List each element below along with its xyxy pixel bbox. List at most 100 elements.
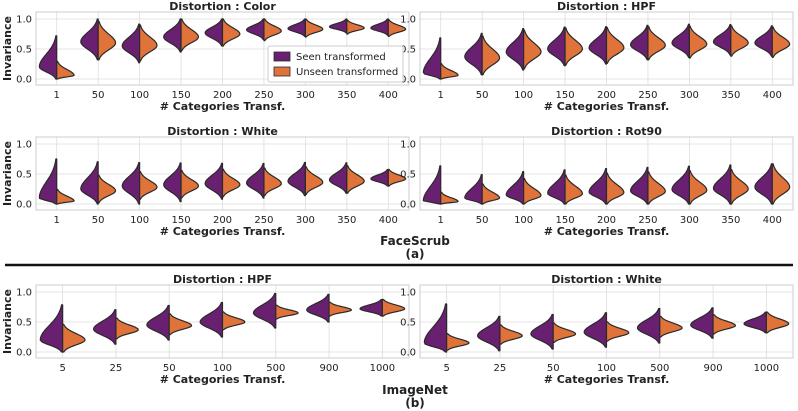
y-tick-label: 1.0: [400, 288, 416, 299]
plot-frame: [35, 11, 410, 86]
violin-seen-100: [505, 28, 525, 71]
violin-seen-250: [245, 18, 265, 40]
violin-unseen-1: [440, 191, 459, 205]
violin-seen-350: [712, 24, 732, 56]
x-tick-label: 1: [54, 90, 60, 101]
violin-unseen-400: [771, 26, 791, 58]
panel-5: 0.0 0.5 1.0 5 25 50 100 500 900 1000 Distortion : …: [1, 273, 410, 386]
x-tick-label: 300: [296, 215, 315, 226]
violin-unseen-1: [440, 63, 459, 80]
violin-unseen-300: [304, 18, 324, 38]
x-tick-label: 400: [763, 90, 782, 101]
x-tick-label: 100: [130, 90, 149, 101]
x-axis-label: # Categories Transf.: [160, 373, 286, 386]
x-tick-label: 50: [476, 215, 489, 226]
violin-unseen-50: [481, 35, 501, 76]
x-tick-label: 400: [379, 90, 398, 101]
x-tick-label: 200: [597, 90, 616, 101]
chart-title: Distortion : White: [167, 125, 278, 138]
x-tick-label: 50: [92, 215, 105, 226]
chart-title: Distortion : Rot90: [551, 125, 662, 138]
x-tick-label: 150: [172, 215, 191, 226]
violin-seen-400: [370, 168, 389, 187]
y-tick-label: 1.0: [16, 288, 32, 299]
plot-frame: [35, 284, 410, 359]
legend-label-seen: Seen transformed: [296, 52, 386, 63]
violin-unseen-150: [180, 18, 199, 52]
violin-unseen-1: [56, 60, 75, 80]
x-tick-label: 100: [514, 90, 533, 101]
x-tick-label: 5: [443, 363, 449, 374]
violin-unseen-350: [730, 25, 749, 57]
x-tick-label: 350: [337, 90, 356, 101]
x-tick-label: 100: [514, 215, 533, 226]
panel-2: 0.00.51.01 50 100 150 200 250 300 350 400Distort…: [400, 0, 794, 113]
x-tick-label: 150: [556, 90, 575, 101]
x-tick-label: 50: [476, 90, 489, 101]
violin-unseen-200: [221, 18, 241, 47]
y-tick-label: 0.5: [400, 318, 416, 329]
violin-seen-250: [629, 166, 649, 205]
violin-seen-50: [464, 174, 483, 205]
violin-seen-150: [547, 169, 566, 205]
violin-unseen-1: [56, 188, 75, 205]
violin-seen-400: [754, 163, 773, 205]
x-tick-label: 50: [163, 363, 176, 374]
x-tick-label: 1: [438, 90, 444, 101]
x-axis-label: # Categories Transf.: [160, 100, 286, 113]
violin-unseen-200: [605, 26, 625, 64]
violin-unseen-100: [523, 29, 542, 70]
facescrub-label: FaceScrub: [380, 234, 450, 248]
legend-swatch-seen: [273, 51, 291, 62]
violin-seen-1000: [359, 298, 383, 317]
x-axis-label: # Categories Transf.: [544, 373, 670, 386]
violin-unseen-150: [564, 174, 583, 205]
violin-seen-150: [163, 18, 182, 53]
violin-seen-500: [252, 292, 277, 329]
violin-unseen-100: [221, 311, 246, 331]
violin-seen-400: [370, 18, 389, 36]
x-tick-label: 900: [320, 363, 339, 374]
y-tick-label: 0.5: [16, 45, 32, 56]
violin-seen-1: [422, 165, 442, 205]
violin-unseen-50: [168, 313, 193, 336]
x-tick-label: 500: [650, 363, 669, 374]
x-tick-label: 100: [213, 363, 232, 374]
x-tick-label: 350: [721, 215, 740, 226]
violin-unseen-900: [328, 301, 352, 317]
violin-seen-5: [423, 303, 448, 353]
violin-seen-1000: [743, 311, 767, 334]
facescrub-sublabel: (a): [405, 247, 424, 261]
violin-unseen-900: [712, 314, 736, 335]
violin-seen-50: [80, 161, 99, 205]
x-tick-label: 900: [704, 363, 723, 374]
x-tick-label: 250: [254, 215, 273, 226]
x-tick-label: 25: [110, 363, 123, 374]
x-tick-label: 400: [379, 215, 398, 226]
violin-unseen-300: [304, 166, 324, 195]
x-tick-label: 50: [547, 363, 560, 374]
panel-3: 0.00.51.01 50 100 150 200 250 300 350 400Distort…: [1, 125, 410, 238]
violin-seen-300: [671, 23, 690, 58]
y-tick-label: 0.5: [400, 170, 416, 181]
violin-unseen-400: [387, 19, 407, 37]
violin-seen-300: [287, 161, 306, 197]
violin-unseen-250: [647, 26, 666, 61]
violin-seen-50: [530, 313, 554, 350]
violin-unseen-1000: [381, 298, 406, 317]
imagenet-label: ImageNet: [382, 383, 448, 397]
violin-unseen-1000: [765, 311, 790, 334]
violin-unseen-400: [387, 168, 407, 187]
violin-seen-250: [630, 24, 649, 61]
violin-seen-100: [505, 171, 525, 205]
y-tick-label: 1.0: [16, 140, 32, 151]
x-tick-label: 300: [296, 90, 315, 101]
violin-seen-25: [93, 309, 117, 345]
violin-unseen-250: [263, 18, 282, 42]
x-axis-label: # Categories Transf.: [544, 225, 670, 238]
chart-title: Distortion : Color: [169, 0, 276, 13]
x-tick-label: 1000: [754, 363, 779, 374]
violin-unseen-150: [180, 169, 199, 199]
x-tick-label: 400: [763, 215, 782, 226]
violin-unseen-350: [346, 19, 365, 35]
